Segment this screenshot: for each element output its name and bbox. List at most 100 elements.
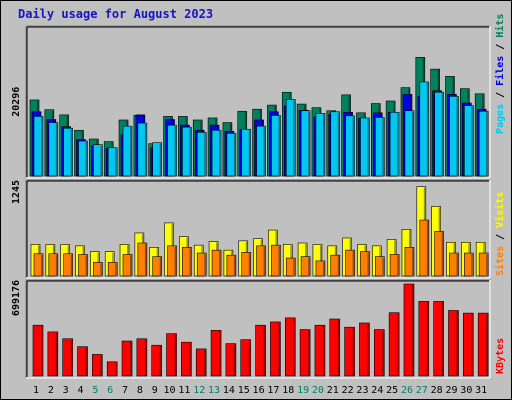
kbytes-bar-9-body — [151, 344, 163, 377]
day-label-19: 19 — [297, 385, 309, 396]
kbytes-bar-2-shade — [55, 332, 58, 376]
sites-bar-4-body — [78, 254, 88, 277]
sites-bar-18 — [285, 257, 296, 277]
sites-bar-31-body — [478, 252, 489, 277]
sites-bar-23 — [360, 251, 370, 277]
day-label-5: 5 — [92, 385, 98, 396]
sites-bar-30 — [464, 252, 474, 277]
kbytes-bar-15-body — [240, 339, 252, 377]
pages-bar-18 — [285, 99, 296, 177]
sites-bar-11 — [182, 247, 192, 277]
pages-bar-1-shade — [41, 117, 43, 176]
sites-bar-27 — [419, 219, 430, 277]
kbytes-bar-25-shade — [397, 313, 399, 376]
pages-bar-29-body — [449, 96, 459, 177]
pages-bar-6 — [107, 147, 118, 177]
day-label-12: 12 — [193, 385, 205, 396]
kbytes-bar-28 — [433, 301, 444, 377]
kbytes-bar-6-body — [106, 361, 118, 377]
traffic-legend-pages: Pages — [495, 104, 506, 134]
pages-bar-19 — [300, 110, 311, 177]
sites-bar-16-body — [256, 245, 266, 277]
kbytes-bar-15-shade — [248, 340, 251, 376]
kbytes-max-label: 699176 — [11, 280, 22, 316]
kbytes-bar-3 — [62, 338, 73, 377]
traffic-legend-files: Files — [494, 56, 506, 86]
sites-bar-2-body — [48, 253, 59, 277]
pages-bar-11-shade — [189, 128, 191, 176]
day-label-8: 8 — [137, 385, 143, 396]
traffic-legend-hits: Hits — [494, 14, 506, 38]
traffic-legend-separator: / — [495, 86, 506, 104]
kbytes-bar-27-shade — [426, 302, 429, 376]
pages-bar-12-body — [196, 132, 207, 177]
pages-bar-4 — [78, 140, 88, 177]
kbytes-bar-7-body — [121, 340, 133, 377]
kbytes-bar-15 — [240, 339, 252, 377]
pages-bar-19-shade — [308, 111, 310, 176]
day-label-20: 20 — [312, 385, 324, 396]
sites-bar-14-body — [226, 254, 237, 277]
pages-bar-26-shade — [411, 111, 414, 176]
sites-bar-3-body — [63, 253, 73, 277]
sites-bar-12-shade — [204, 254, 206, 276]
pages-bar-11-body — [182, 126, 192, 177]
day-label-31: 31 — [475, 385, 487, 396]
sites-bar-17 — [271, 244, 281, 277]
sites-bar-7 — [122, 254, 133, 277]
kbytes-bar-24-shade — [382, 330, 384, 376]
kbytes-bar-19-body — [299, 329, 311, 377]
kbytes-bar-22 — [344, 326, 355, 377]
day-label-29: 29 — [445, 385, 457, 396]
kbytes-bar-12 — [195, 348, 207, 377]
kbytes-bar-4-shade — [85, 347, 88, 376]
pages-bar-22-body — [345, 115, 355, 177]
pages-bar-25 — [389, 111, 400, 177]
sites-bar-3 — [63, 253, 73, 277]
kbytes-bar-31-shade — [486, 314, 488, 376]
kbytes-bar-17 — [270, 321, 281, 377]
kbytes-bar-24 — [373, 329, 385, 377]
sites-bar-4-shade — [85, 255, 88, 276]
pages-bar-25-body — [389, 111, 400, 177]
pages-bar-9 — [152, 142, 163, 177]
kbytes-bar-30 — [463, 312, 474, 377]
day-label-16: 16 — [253, 385, 265, 396]
kbytes-bar-21 — [329, 318, 341, 377]
sites-bar-24-body — [374, 256, 385, 277]
day-label-7: 7 — [122, 385, 128, 396]
day-label-21: 21 — [327, 385, 339, 396]
sites-bar-22 — [345, 249, 355, 277]
sites-bar-7-shade — [130, 255, 132, 276]
sites-bar-26-shade — [411, 248, 414, 276]
day-label-18: 18 — [282, 385, 294, 396]
sites-bar-27-shade — [426, 221, 429, 276]
pages-bar-20 — [315, 113, 326, 177]
day-label-25: 25 — [386, 385, 398, 396]
day-label-11: 11 — [178, 385, 190, 396]
sites-bar-25 — [389, 254, 400, 277]
traffic-legend: Pages / Files / Hits — [494, 14, 506, 134]
pages-bar-17-body — [271, 115, 281, 177]
sites-bar-21 — [330, 254, 341, 277]
day-label-3: 3 — [63, 385, 69, 396]
pages-bar-16-body — [256, 125, 266, 177]
pages-bar-23-body — [360, 117, 370, 177]
pages-bar-13-body — [211, 129, 222, 177]
sites-bar-20-body — [315, 260, 326, 277]
pages-bar-7-body — [122, 125, 133, 177]
kbytes-bar-3-shade — [70, 339, 73, 376]
pages-bar-7 — [122, 125, 133, 177]
day-label-27: 27 — [416, 385, 428, 396]
sites-bar-1 — [33, 253, 44, 277]
kbytes-bar-11-body — [181, 341, 192, 377]
pages-bar-24-shade — [382, 118, 384, 176]
pages-bar-14-shade — [233, 134, 236, 176]
kbytes-bar-5 — [92, 354, 103, 377]
sites-bar-22-shade — [352, 251, 355, 276]
pages-bar-10-body — [167, 124, 177, 177]
kbytes-bar-13-body — [210, 330, 222, 377]
visitors-legend-separator: / — [495, 228, 506, 246]
pages-bar-16 — [256, 125, 266, 177]
kbytes-bar-10-shade — [174, 334, 177, 376]
